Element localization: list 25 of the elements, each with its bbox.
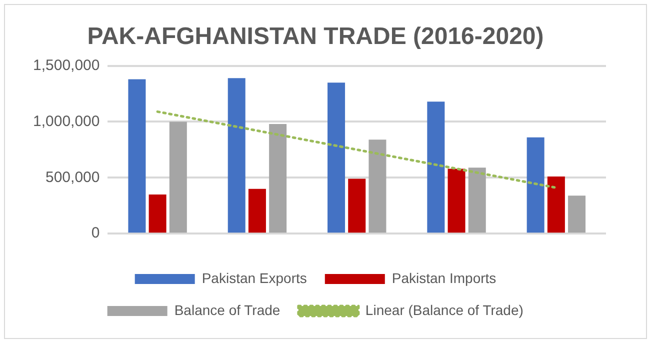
bar bbox=[526, 137, 544, 233]
bar bbox=[448, 168, 466, 233]
legend-label: Pakistan Imports bbox=[392, 270, 496, 286]
bar bbox=[148, 194, 166, 233]
line-series bbox=[156, 110, 558, 189]
legend-label: Pakistan Exports bbox=[202, 270, 307, 286]
bar bbox=[568, 196, 586, 233]
bar bbox=[368, 140, 386, 233]
bar bbox=[348, 178, 366, 233]
bar bbox=[328, 82, 346, 233]
y-tick-label: 1,500,000 bbox=[32, 56, 100, 74]
bar bbox=[427, 102, 445, 233]
bar bbox=[228, 78, 246, 233]
y-tick-label: 1,000,000 bbox=[32, 112, 100, 130]
bar bbox=[169, 122, 187, 233]
legend-label: Balance of Trade bbox=[174, 302, 280, 318]
bar bbox=[248, 188, 266, 233]
bar bbox=[128, 79, 146, 233]
bar bbox=[269, 124, 287, 233]
y-tick-label: 0 bbox=[91, 224, 100, 242]
y-tick-label: 500,000 bbox=[45, 168, 100, 186]
bar bbox=[547, 176, 565, 233]
bar bbox=[468, 168, 486, 233]
legend-label: Linear (Balance of Trade) bbox=[365, 302, 524, 318]
chart-title: PAK-AFGHANISTAN TRADE (2016-2020) bbox=[87, 23, 544, 50]
